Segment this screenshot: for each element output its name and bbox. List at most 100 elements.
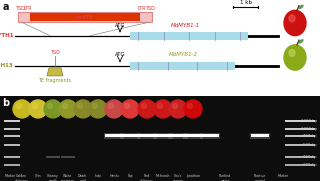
Text: 750 bp: 750 bp xyxy=(303,134,317,138)
Text: 100 bp: 100 bp xyxy=(303,163,317,167)
Bar xyxy=(183,133,203,139)
Bar xyxy=(130,32,248,40)
Text: ATG: ATG xyxy=(115,23,125,28)
Text: TSD: TSD xyxy=(145,6,155,11)
Text: redTE: redTE xyxy=(76,15,94,20)
Text: MdMYB1-2: MdMYB1-2 xyxy=(168,52,197,58)
Circle shape xyxy=(172,103,178,108)
Circle shape xyxy=(154,100,172,118)
Bar xyxy=(201,134,219,137)
Bar xyxy=(285,135,315,137)
Text: Marker: Marker xyxy=(4,174,16,178)
Bar xyxy=(46,156,60,158)
Circle shape xyxy=(284,45,306,70)
Text: GDDH13: GDDH13 xyxy=(0,63,14,68)
Bar xyxy=(169,134,187,137)
Text: Positive
control: Positive control xyxy=(254,174,266,181)
Bar xyxy=(104,133,124,139)
Text: 1000 bp: 1000 bp xyxy=(301,127,317,131)
Bar xyxy=(251,134,269,137)
Text: Jonathan: Jonathan xyxy=(186,174,200,178)
Text: TE fragments: TE fragments xyxy=(38,78,72,83)
Bar xyxy=(285,128,315,130)
Circle shape xyxy=(44,100,62,118)
Circle shape xyxy=(141,103,147,108)
Text: Fuji: Fuji xyxy=(127,174,133,178)
Bar xyxy=(120,133,140,139)
Circle shape xyxy=(77,103,83,108)
Text: HFTH1: HFTH1 xyxy=(0,33,14,38)
Text: b: b xyxy=(2,98,9,108)
Text: 2000 bp: 2000 bp xyxy=(301,119,317,123)
Bar xyxy=(154,134,172,137)
Text: Indo: Indo xyxy=(95,174,101,178)
Text: Orin: Orin xyxy=(35,174,41,178)
Ellipse shape xyxy=(298,39,304,44)
Bar xyxy=(250,133,270,139)
Bar xyxy=(4,156,20,158)
Text: Golden
delicious: Golden delicious xyxy=(15,174,29,181)
Text: ATG: ATG xyxy=(115,52,125,58)
Bar xyxy=(4,164,20,166)
Circle shape xyxy=(59,100,77,118)
Circle shape xyxy=(89,100,107,118)
Circle shape xyxy=(284,10,306,36)
Text: TSD: TSD xyxy=(15,6,25,11)
Polygon shape xyxy=(47,68,63,76)
Circle shape xyxy=(74,100,92,118)
Text: LTR: LTR xyxy=(24,6,32,11)
Text: MdMYB1-1: MdMYB1-1 xyxy=(171,23,200,28)
Circle shape xyxy=(29,100,47,118)
Bar xyxy=(285,156,315,158)
Bar xyxy=(4,120,20,122)
Circle shape xyxy=(124,103,130,108)
Text: White
pearman: White pearman xyxy=(61,174,75,181)
Text: Ozark
gold: Ozark gold xyxy=(78,174,88,181)
Bar xyxy=(4,135,20,137)
Circle shape xyxy=(47,103,52,108)
Bar xyxy=(4,144,20,146)
Circle shape xyxy=(13,100,31,118)
Text: TSD: TSD xyxy=(50,50,60,55)
Bar xyxy=(137,133,157,139)
Bar xyxy=(184,134,202,137)
Bar xyxy=(105,134,123,137)
FancyBboxPatch shape xyxy=(18,12,152,22)
Circle shape xyxy=(289,49,295,56)
Circle shape xyxy=(105,100,123,118)
Bar xyxy=(285,144,315,146)
Text: 250 bp: 250 bp xyxy=(303,155,317,159)
Bar xyxy=(130,62,235,70)
Text: McIntosh: McIntosh xyxy=(156,174,170,178)
Bar xyxy=(168,133,188,139)
Ellipse shape xyxy=(298,5,304,9)
Text: 500 bp: 500 bp xyxy=(303,143,317,147)
Circle shape xyxy=(121,100,139,118)
Circle shape xyxy=(184,100,202,118)
Circle shape xyxy=(92,103,98,108)
Circle shape xyxy=(188,103,193,108)
Text: Cox's
orange
pippin: Cox's orange pippin xyxy=(172,174,184,181)
Circle shape xyxy=(138,100,156,118)
Circle shape xyxy=(17,103,21,108)
Bar xyxy=(138,134,156,137)
Bar xyxy=(121,134,139,137)
Text: Granny
smith: Granny smith xyxy=(47,174,59,181)
Text: Hanfu: Hanfu xyxy=(109,174,119,178)
Text: LTR: LTR xyxy=(138,6,146,11)
Circle shape xyxy=(108,103,114,108)
Text: a: a xyxy=(3,2,10,12)
Bar xyxy=(30,13,140,21)
Circle shape xyxy=(33,103,37,108)
Circle shape xyxy=(62,103,68,108)
Text: 1 kb: 1 kb xyxy=(239,0,252,5)
Bar xyxy=(200,133,220,139)
Text: Marker: Marker xyxy=(277,174,289,178)
Bar xyxy=(285,164,315,166)
Circle shape xyxy=(289,15,295,22)
Bar xyxy=(153,133,173,139)
Bar xyxy=(4,128,20,130)
Bar xyxy=(61,156,75,158)
Text: Purified
water: Purified water xyxy=(219,174,231,181)
Text: Red
delicious: Red delicious xyxy=(140,174,154,181)
